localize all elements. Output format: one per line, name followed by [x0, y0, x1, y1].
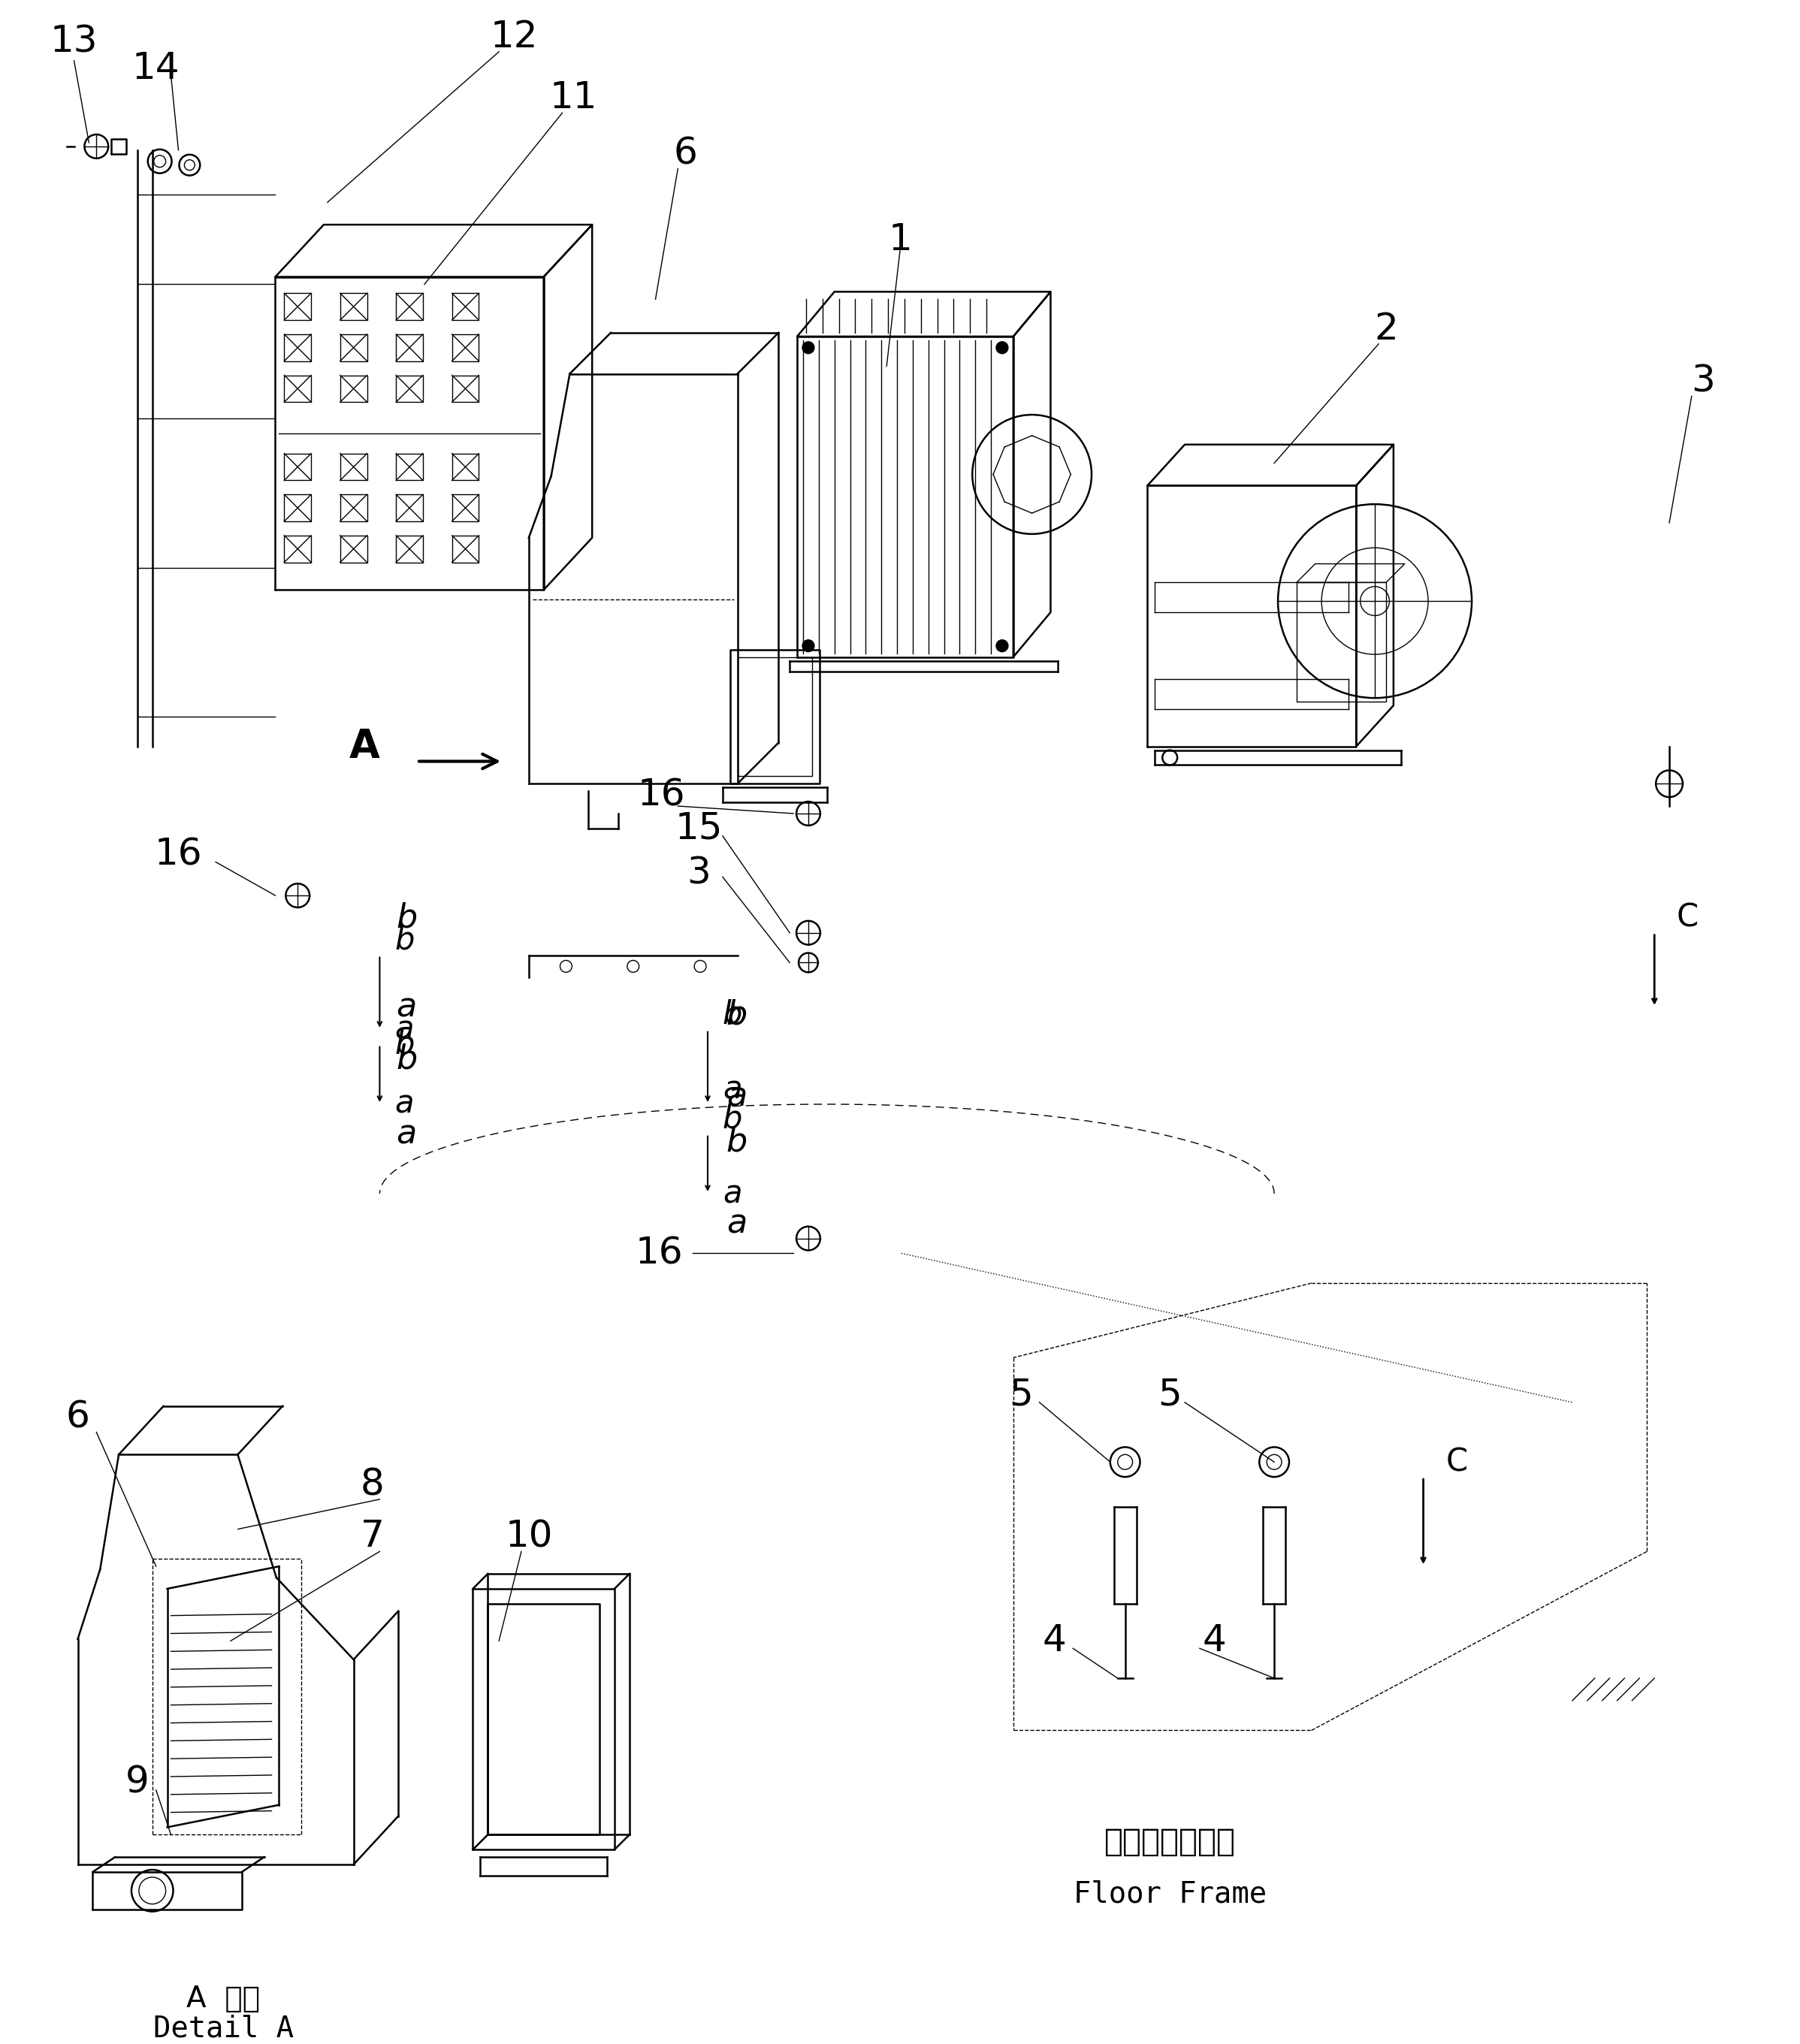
Text: b: b — [396, 1042, 418, 1075]
Text: A: A — [349, 728, 380, 766]
Text: a: a — [394, 1089, 414, 1120]
Text: 15: 15 — [675, 809, 722, 846]
Text: Floor Frame: Floor Frame — [1073, 1880, 1267, 1909]
Text: 2: 2 — [1373, 311, 1399, 347]
Text: 14: 14 — [131, 51, 180, 86]
Circle shape — [803, 640, 814, 652]
Text: b: b — [727, 1126, 747, 1157]
Circle shape — [995, 640, 1008, 652]
Text: 4: 4 — [1202, 1623, 1226, 1660]
Text: b: b — [722, 1000, 742, 1030]
Text: A  詳細: A 詳細 — [185, 1985, 259, 2013]
Text: a: a — [727, 1208, 747, 1239]
Text: 4: 4 — [1042, 1623, 1066, 1660]
Text: a: a — [727, 1081, 747, 1112]
Text: 7: 7 — [360, 1519, 383, 1555]
Text: a: a — [722, 1073, 742, 1106]
Text: 10: 10 — [506, 1519, 553, 1555]
Text: 12: 12 — [490, 18, 538, 55]
Text: C: C — [1678, 901, 1699, 934]
Text: 16: 16 — [635, 1235, 684, 1271]
Text: 6: 6 — [673, 135, 697, 172]
Text: 16: 16 — [637, 777, 686, 814]
Circle shape — [995, 341, 1008, 354]
Text: b: b — [394, 924, 414, 957]
Text: 5: 5 — [1008, 1378, 1033, 1412]
Text: b: b — [396, 901, 418, 934]
Text: Detail A: Detail A — [153, 2013, 293, 2042]
Text: 9: 9 — [126, 1764, 149, 1801]
Text: b: b — [722, 1104, 742, 1134]
Text: 5: 5 — [1157, 1378, 1183, 1412]
Circle shape — [803, 341, 814, 354]
Text: 11: 11 — [549, 80, 598, 117]
Text: a: a — [396, 991, 416, 1024]
Text: 8: 8 — [360, 1466, 383, 1502]
Text: b: b — [727, 1000, 747, 1030]
Text: C: C — [1445, 1447, 1467, 1478]
Text: 6: 6 — [67, 1400, 90, 1435]
Text: 3: 3 — [1690, 364, 1715, 399]
Text: 1: 1 — [887, 221, 913, 258]
Text: 13: 13 — [50, 25, 97, 59]
Text: 16: 16 — [155, 836, 202, 873]
Text: 3: 3 — [688, 854, 711, 891]
Text: a: a — [394, 1014, 414, 1044]
Text: フロアフレーム: フロアフレーム — [1103, 1827, 1235, 1858]
Text: a: a — [396, 1118, 416, 1151]
Text: b: b — [394, 1028, 414, 1061]
Text: a: a — [722, 1177, 742, 1210]
